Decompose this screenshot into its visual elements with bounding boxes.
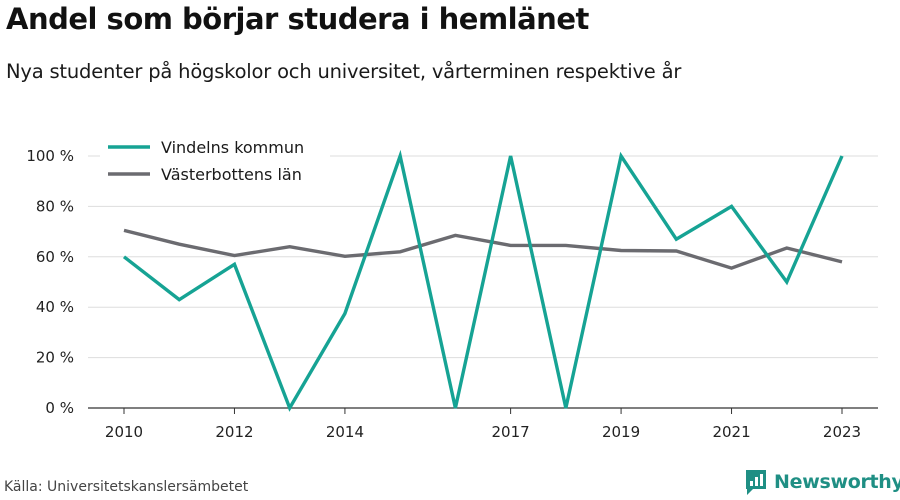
- y-tick-label: 20 %: [36, 349, 74, 367]
- x-tick-label: 2019: [602, 423, 640, 441]
- legend-label: Vindelns kommun: [161, 138, 304, 157]
- line-chart: 0 %20 %40 %60 %80 %100 % 2010 2012 2014 201…: [26, 132, 878, 441]
- x-tick-label: 2012: [215, 423, 253, 441]
- chart-title: Andel som börjar studera i hemlänet: [6, 2, 589, 36]
- brand-name: Newsworthy: [774, 471, 900, 493]
- x-axis-tick-labels: 2010 2012 2014 2017 2019 2021 2023: [105, 423, 861, 441]
- x-axis: [88, 407, 878, 414]
- series-line-vindelns-kommun: [122, 149, 844, 412]
- newsworthy-logo: Newsworthy: [744, 468, 900, 496]
- y-tick-label: 40 %: [36, 298, 74, 316]
- legend-background: [100, 132, 330, 190]
- x-tick-label: 2023: [823, 423, 861, 441]
- y-tick-label: 100 %: [26, 147, 74, 165]
- y-tick-label: 60 %: [36, 248, 74, 266]
- x-tick-label: 2017: [492, 423, 530, 441]
- x-tick-label: 2010: [105, 423, 143, 441]
- newsworthy-logo-icon: [746, 470, 766, 495]
- x-tick-label: 2014: [326, 423, 364, 441]
- series-lines: [122, 149, 844, 412]
- source-note: Källa: Universitetskanslersämbetet: [4, 479, 249, 495]
- y-tick-label: 80 %: [36, 197, 74, 215]
- legend: Vindelns kommun Västerbottens län: [100, 132, 330, 190]
- x-tick-label: 2021: [712, 423, 750, 441]
- legend-label: Västerbottens län: [161, 165, 302, 184]
- y-tick-label: 0 %: [45, 399, 74, 417]
- chart-subtitle: Nya studenter på högskolor och universit…: [6, 60, 682, 83]
- y-axis-tick-labels: 0 % 20 % 40 % 60 % 80 % 100 %: [26, 147, 74, 417]
- series-line-västerbottens-län: [123, 228, 843, 270]
